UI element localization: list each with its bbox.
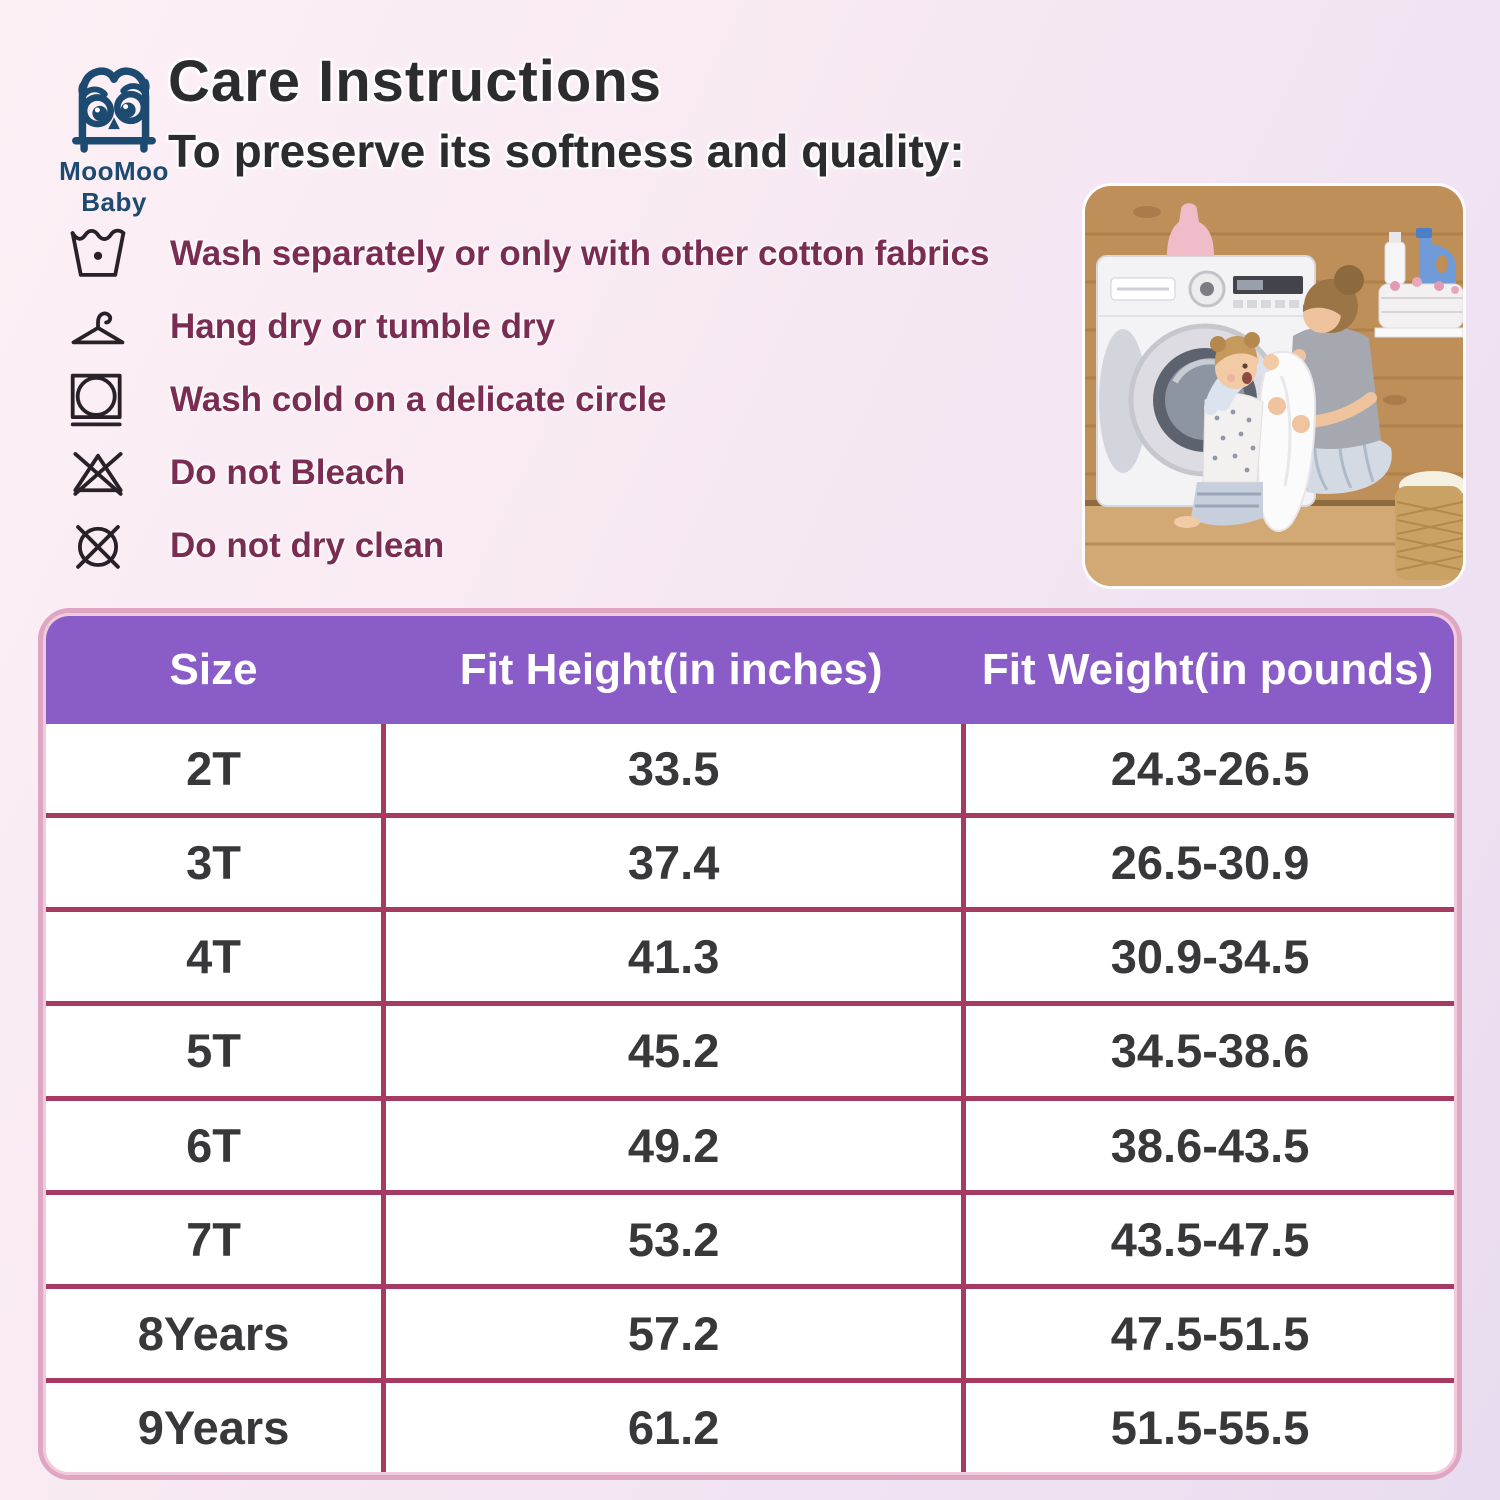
weight-cell: 47.5-51.5 — [961, 1288, 1454, 1378]
brand-name: MooMoo Baby — [59, 156, 169, 217]
height-cell: 53.2 — [381, 1194, 961, 1284]
size-chart-body: 2T 33.5 24.3-26.5 3T 37.4 26.5-30.9 4T 4… — [46, 724, 1454, 1472]
care-text: Do not Bleach — [170, 453, 406, 492]
size-chart: Size Fit Height(in inches) Fit Weight(in… — [38, 608, 1462, 1480]
size-cell: 2T — [186, 742, 241, 796]
height-cell: 49.2 — [381, 1100, 961, 1190]
owl-logo-icon — [72, 67, 156, 153]
list-item: Wash cold on a delicate circle — [66, 370, 989, 430]
list-item: Wash separately or only with other cotto… — [66, 224, 989, 284]
weight-cell: 43.5-47.5 — [961, 1194, 1454, 1284]
size-cell: 9Years — [137, 1400, 290, 1454]
size-cell: 7T — [186, 1212, 241, 1266]
list-item: Do not dry clean — [66, 516, 989, 576]
care-text: Wash cold on a delicate circle — [170, 380, 667, 419]
weight-cell: 34.5-38.6 — [961, 1006, 1454, 1096]
gentle-cycle-icon — [66, 370, 130, 430]
weight-cell: 30.9-34.5 — [961, 912, 1454, 1002]
list-item: Hang dry or tumble dry — [66, 297, 989, 357]
table-row: 9Years 61.2 51.5-55.5 — [46, 1377, 1454, 1472]
do-not-bleach-icon — [66, 443, 130, 503]
size-cell: 5T — [186, 1024, 241, 1078]
height-cell: 57.2 — [381, 1288, 961, 1378]
table-row: 5T 45.2 34.5-38.6 — [46, 1001, 1454, 1096]
column-header-fit-weight: Fit Weight(in pounds) — [981, 645, 1434, 694]
do-not-dry-clean-icon — [66, 516, 130, 576]
height-cell: 33.5 — [381, 724, 961, 814]
laundry-photo-illustration — [1085, 186, 1463, 586]
page-subtitle: To preserve its softness and quality: — [168, 125, 965, 177]
size-cell: 3T — [186, 836, 241, 890]
size-chart-header: Size Fit Height(in inches) Fit Weight(in… — [46, 616, 1454, 724]
brand-logo: MooMoo Baby — [30, 46, 198, 218]
care-text: Wash separately or only with other cotto… — [170, 234, 990, 273]
care-list: Wash separately or only with other cotto… — [66, 224, 989, 576]
weight-cell: 51.5-55.5 — [961, 1382, 1454, 1472]
table-row: 4T 41.3 30.9-34.5 — [46, 907, 1454, 1002]
weight-cell: 38.6-43.5 — [961, 1100, 1454, 1190]
table-row: 6T 49.2 38.6-43.5 — [46, 1095, 1454, 1190]
care-text: Do not dry clean — [170, 526, 445, 565]
height-cell: 61.2 — [381, 1382, 961, 1472]
weight-cell: 26.5-30.9 — [961, 818, 1454, 908]
table-row: 8Years 57.2 47.5-51.5 — [46, 1283, 1454, 1378]
height-cell: 37.4 — [381, 818, 961, 908]
height-cell: 41.3 — [381, 912, 961, 1002]
weight-cell: 24.3-26.5 — [961, 724, 1454, 814]
page-title: Care Instructions — [168, 49, 662, 114]
hanger-icon — [66, 297, 130, 357]
table-row: 2T 33.5 24.3-26.5 — [46, 724, 1454, 814]
list-item: Do not Bleach — [66, 443, 989, 503]
size-cell: 4T — [186, 930, 241, 984]
column-header-fit-height: Fit Height(in inches) — [459, 645, 883, 694]
size-cell: 6T — [186, 1118, 241, 1172]
height-cell: 45.2 — [381, 1006, 961, 1096]
column-header-size: Size — [169, 645, 258, 694]
care-text: Hang dry or tumble dry — [170, 307, 556, 346]
table-row: 7T 53.2 43.5-47.5 — [46, 1189, 1454, 1284]
size-cell: 8Years — [137, 1306, 290, 1360]
wash-symbol-icon — [66, 224, 130, 284]
table-row: 3T 37.4 26.5-30.9 — [46, 813, 1454, 908]
laundry-photo — [1085, 186, 1463, 586]
size-chart-inner: Size Fit Height(in inches) Fit Weight(in… — [43, 613, 1457, 1475]
